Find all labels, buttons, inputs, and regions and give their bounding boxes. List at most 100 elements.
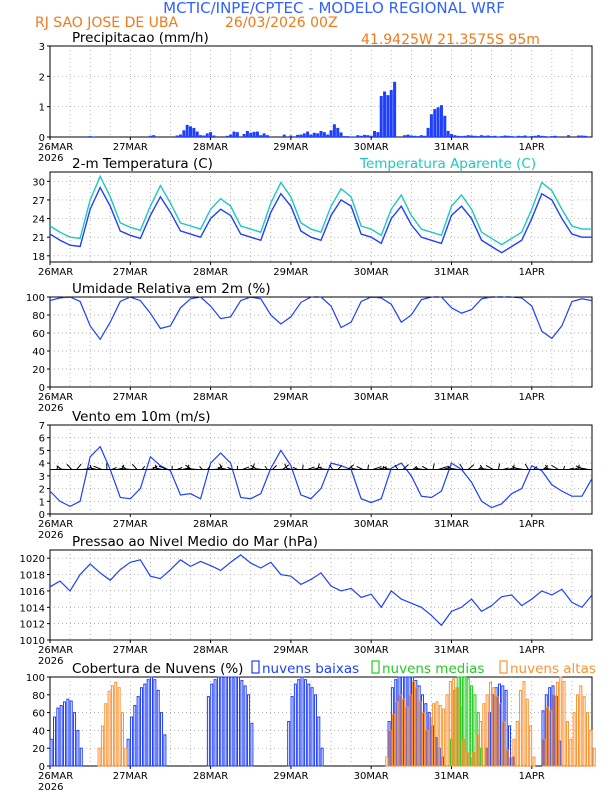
cloud-bar-0 xyxy=(320,747,324,767)
precip-bar xyxy=(406,134,410,137)
cloud-bar-2 xyxy=(458,704,462,767)
precip-bar xyxy=(473,135,477,137)
wind-barb xyxy=(337,465,343,470)
cloud-bar-0 xyxy=(293,683,297,767)
cloud-bar-2 xyxy=(401,698,405,767)
plot-frame xyxy=(49,45,593,138)
cloud-bar-0 xyxy=(156,689,160,767)
cloud-bar-2 xyxy=(478,721,482,767)
cloud-bar-2 xyxy=(120,712,124,767)
y-tick-label: 20 xyxy=(32,365,45,376)
precip-bar xyxy=(349,136,353,137)
cloud-bar-0 xyxy=(139,687,143,767)
panel-title: Cobertura de Nuvens (%) xyxy=(72,661,243,677)
legend-apparent-temperature: Temperatura Aparente (C) xyxy=(359,156,536,172)
cloud-bar-2 xyxy=(559,676,563,767)
cloud-bar-0 xyxy=(213,679,217,767)
cloud-bar-0 xyxy=(220,676,224,767)
precip-bar xyxy=(225,135,229,137)
wind-barb xyxy=(563,465,566,470)
wind-barb xyxy=(282,464,290,470)
wind-barb xyxy=(131,463,138,470)
x-tick-label: 30MAR xyxy=(354,142,389,153)
panel-clouds: 0 20 40 60 80 100 26MAR 27MAR 28MAR 29MAR 30MAR 31M… xyxy=(26,660,596,792)
wind-barb xyxy=(367,464,370,470)
cloud-bar-2 xyxy=(104,703,108,767)
cloud-bar-2 xyxy=(519,689,523,767)
precip-bar xyxy=(316,133,320,137)
cloud-bar-0 xyxy=(150,676,154,767)
cloud-bar-0 xyxy=(230,676,234,767)
x-tick-label: 31MAR xyxy=(434,142,469,153)
cloud-bar-2 xyxy=(448,680,452,767)
precip-bar xyxy=(393,81,397,137)
cloud-bar-0 xyxy=(237,676,241,767)
wind-barb xyxy=(307,466,315,470)
series-line-mslp xyxy=(49,554,593,627)
cloud-bar-0 xyxy=(223,676,227,767)
precip-bar xyxy=(356,135,360,137)
wind-barb xyxy=(116,467,123,470)
precip-bar xyxy=(91,136,95,137)
y-tick-label: 18 xyxy=(32,252,45,263)
wind-barb xyxy=(206,466,211,470)
wind-barb xyxy=(497,463,501,470)
wind-barb xyxy=(121,468,133,470)
chart-title: MCTIC/INPE/CPTEC - MODELO REGIONAL WRF xyxy=(163,0,505,17)
precip-bar xyxy=(242,133,246,137)
wind-barb xyxy=(256,468,263,470)
cloud-bar-2 xyxy=(532,756,536,767)
location-label: RJ SAO JOSE DE UBA xyxy=(35,15,179,31)
cloud-bar-2 xyxy=(391,713,395,767)
cloud-bar-2 xyxy=(522,680,526,767)
cloud-bar-0 xyxy=(63,701,67,767)
wind-barb xyxy=(394,464,399,470)
cloud-bar-2 xyxy=(100,725,104,767)
cloud-bar-2 xyxy=(582,696,586,767)
panel-title: Precipitacao (mm/h) xyxy=(72,30,209,46)
cloud-bar-2 xyxy=(408,694,412,767)
precip-bar xyxy=(523,135,527,137)
precip-bar xyxy=(460,136,464,137)
precip-bar xyxy=(182,130,186,137)
y-tick-label: 100 xyxy=(26,673,45,684)
cloud-bar-0 xyxy=(129,716,133,767)
x-tick-label: 29MAR xyxy=(273,392,308,403)
wind-barb xyxy=(347,464,355,470)
cloud-bar-2 xyxy=(412,680,416,767)
x-tick-label: 29MAR xyxy=(273,267,308,278)
precip-bar xyxy=(178,134,182,137)
x-tick-label: 26MAR xyxy=(38,267,73,278)
precip-bar xyxy=(386,95,390,137)
wind-barb xyxy=(568,467,575,470)
precip-bar xyxy=(503,135,507,137)
precip-bar xyxy=(530,136,534,137)
cloud-bar-2 xyxy=(124,747,128,767)
y-tick-label: 1018 xyxy=(20,571,45,582)
precip-bar xyxy=(282,134,286,137)
coordinates-label: 41.9425W 21.3575S 95m xyxy=(361,32,540,48)
panel-rh: 0 20 40 60 80 100 26MAR 27MAR 28MAR 29MAR 30MAR 31M… xyxy=(26,281,593,414)
cloud-bar-2 xyxy=(435,701,439,767)
x-tick-label: 27MAR xyxy=(113,142,148,153)
cloud-bar-2 xyxy=(589,729,593,767)
x-tick-label: 26MAR xyxy=(38,645,73,656)
cloud-bar-0 xyxy=(240,680,244,767)
y-tick-label: 2 xyxy=(39,72,45,83)
panel-title: 2-m Temperatura (C) xyxy=(72,156,213,172)
wind-barb xyxy=(467,464,475,470)
cloud-bar-2 xyxy=(562,680,566,767)
cloud-bar-2 xyxy=(425,729,429,767)
cloud-bar-2 xyxy=(529,725,533,767)
y-tick-label: 20 xyxy=(32,744,45,755)
x-tick-label: 1APR xyxy=(519,267,545,278)
wind-barb xyxy=(480,467,489,470)
wind-barb xyxy=(272,465,277,470)
precip-bar xyxy=(235,132,239,137)
cloud-bar-0 xyxy=(160,712,164,767)
wind-barb xyxy=(551,464,559,470)
cloud-bar-2 xyxy=(97,747,101,767)
cloud-bar-2 xyxy=(569,738,573,767)
wind-barb xyxy=(93,465,103,470)
cloud-bar-2 xyxy=(445,694,449,767)
